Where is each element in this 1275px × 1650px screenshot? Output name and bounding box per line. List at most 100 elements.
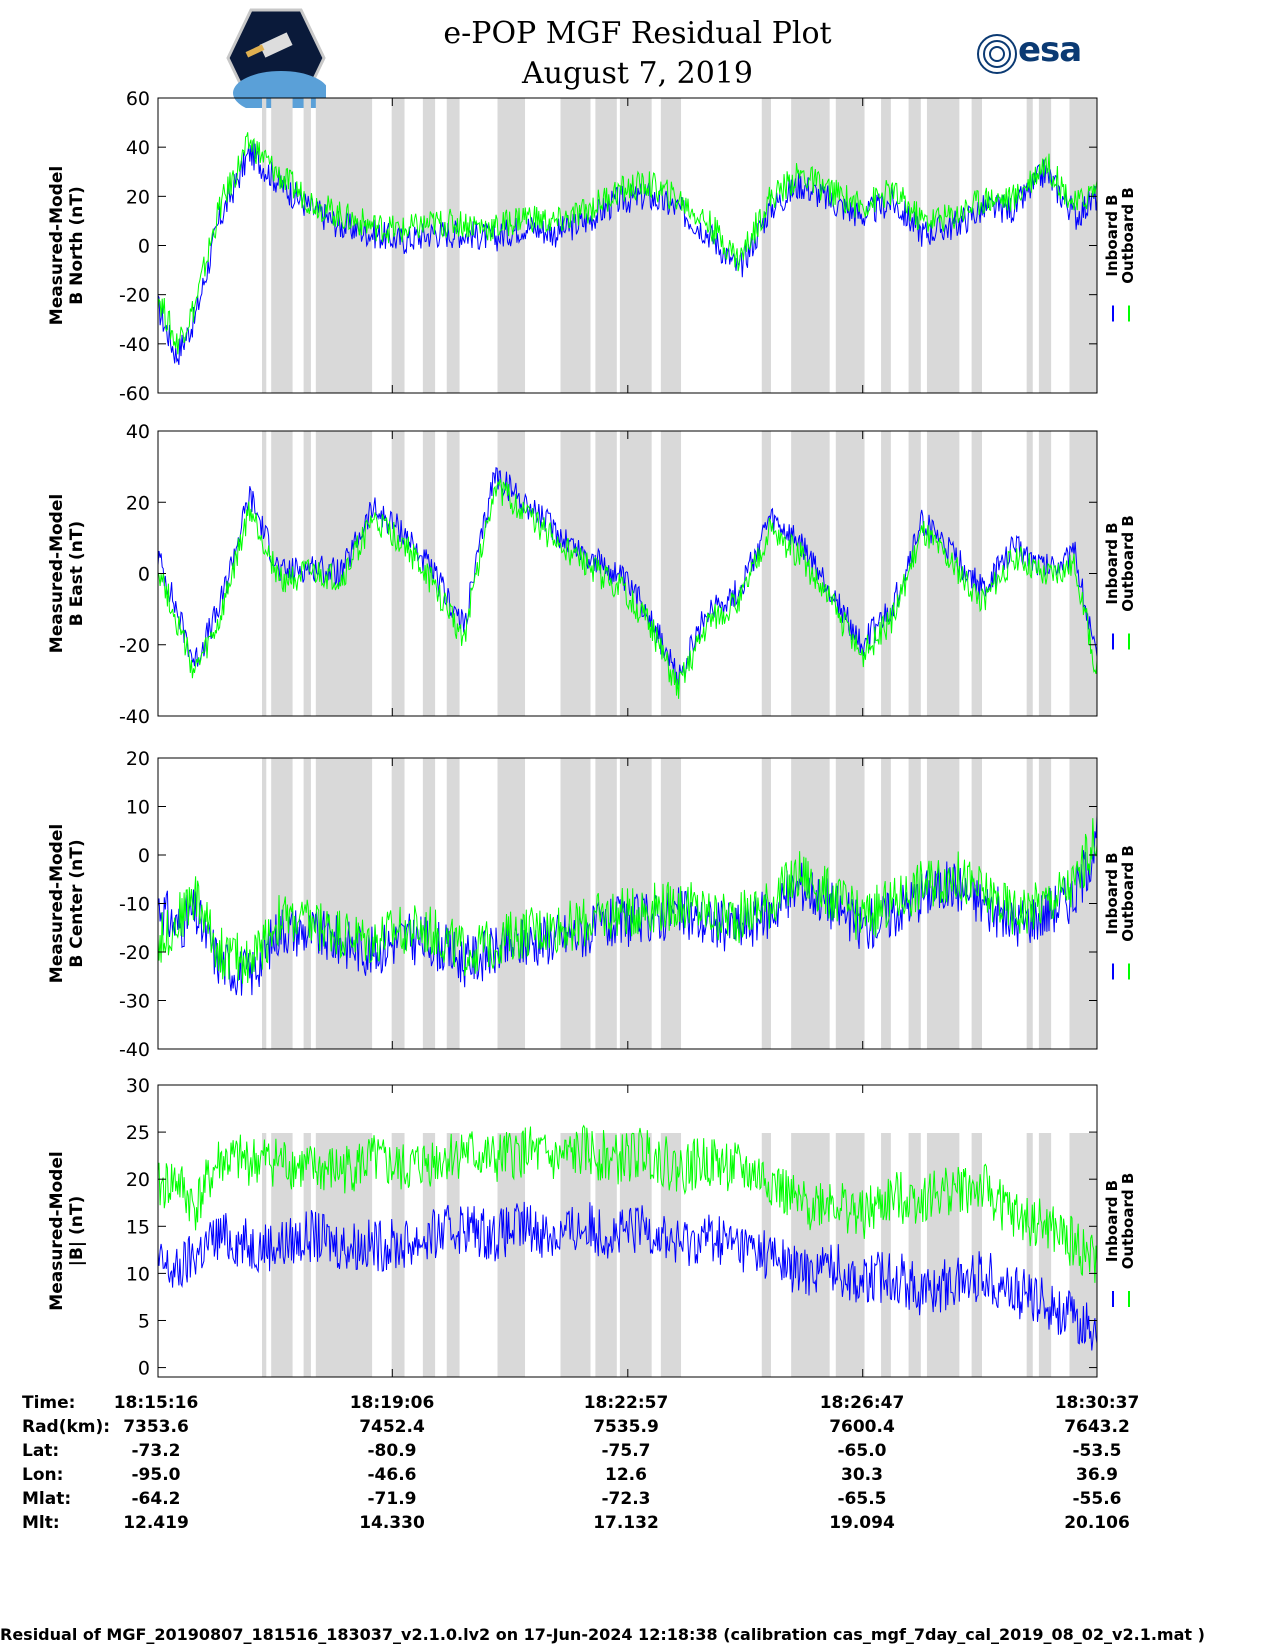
data-gap-band [271, 98, 293, 393]
data-gap-band [761, 1133, 771, 1377]
data-gap-band [303, 98, 311, 393]
y-tick-label: -30 [119, 991, 150, 1013]
y-axis-label: B East (nT) [67, 521, 87, 626]
legend-label: Inboard B [1103, 522, 1121, 604]
table-cell: 7643.2 [1064, 1417, 1130, 1437]
data-gap-band [619, 98, 652, 393]
table-cell: 17.132 [593, 1513, 659, 1533]
data-gap-band [761, 98, 771, 393]
series-line-outboard [157, 1124, 1098, 1283]
data-gap-band [271, 1133, 293, 1377]
table-cell: -65.0 [837, 1441, 887, 1461]
y-tick-label: 40 [126, 137, 150, 159]
data-gap-band [908, 431, 921, 716]
data-gap-band [908, 758, 921, 1049]
y-tick-label: 20 [126, 186, 150, 208]
y-tick-label: 40 [126, 421, 150, 443]
data-gap-band [926, 1133, 960, 1377]
data-gap-band [926, 98, 960, 393]
data-gap-band [971, 431, 982, 716]
series-line-inboard [157, 1201, 1098, 1351]
legend-label: Inboard B [1103, 194, 1121, 276]
data-gap-band [422, 758, 436, 1049]
table-cell: -75.7 [601, 1441, 651, 1461]
y-axis-label: Measured-Model [47, 166, 67, 325]
table-cell: 12.419 [123, 1513, 189, 1533]
data-gap-band [1026, 98, 1033, 393]
data-gap-band [391, 431, 405, 716]
data-gap-band [497, 431, 526, 716]
data-gap-band [835, 98, 865, 393]
y-tick-label: 0 [138, 845, 150, 867]
cassiope-logo [226, 8, 326, 108]
table-cell: 18:26:47 [819, 1393, 905, 1413]
data-gap-band [595, 98, 617, 393]
series-line-outboard [157, 478, 1098, 699]
table-cell: -73.2 [131, 1441, 181, 1461]
y-tick-label: 60 [126, 88, 150, 110]
data-gap-band [881, 98, 891, 393]
data-gap-band [446, 431, 460, 716]
data-gap-band [791, 98, 830, 393]
data-gap-band [595, 1133, 617, 1377]
table-cell: 18:15:16 [113, 1393, 199, 1413]
table-cell: -95.0 [131, 1465, 181, 1485]
y-tick-label: 0 [138, 1358, 150, 1380]
data-gap-band [791, 1133, 830, 1377]
data-gap-band [835, 1133, 865, 1377]
y-tick-label: -60 [119, 383, 150, 405]
table-cell: 7535.9 [593, 1417, 659, 1437]
table-cell: 36.9 [1076, 1465, 1118, 1485]
table-cell: -65.5 [837, 1489, 887, 1509]
data-gap-band [560, 758, 591, 1049]
legend-label: Outboard B [1119, 187, 1137, 284]
table-cell: 7452.4 [359, 1417, 425, 1437]
data-gap-band [908, 1133, 921, 1377]
data-gap-band [660, 431, 682, 716]
table-row-label: Mlat: [22, 1489, 72, 1509]
y-tick-label: 0 [138, 236, 150, 258]
y-tick-label: 20 [126, 492, 150, 514]
legend-label: Outboard B [1119, 845, 1137, 942]
footer-caption: Residual of MGF_20190807_181516_183037_v… [0, 1625, 1205, 1644]
data-gap-band [560, 1133, 591, 1377]
data-gap-band [497, 98, 526, 393]
table-cell: -64.2 [131, 1489, 181, 1509]
table-cell: -80.9 [367, 1441, 417, 1461]
data-gap-band [835, 431, 865, 716]
table-row-label: Rad(km): [22, 1417, 111, 1437]
data-gap-band [422, 431, 436, 716]
data-gap-band [315, 758, 373, 1049]
data-gap-band [261, 98, 267, 393]
y-tick-label: 10 [126, 1263, 150, 1285]
table-cell: -46.6 [367, 1465, 417, 1485]
data-gap-band [1038, 98, 1052, 393]
data-gap-band [315, 98, 373, 393]
table-row-label: Mlt: [22, 1513, 60, 1533]
table-cell: -71.9 [367, 1489, 417, 1509]
data-gap-band [560, 98, 591, 393]
table-cell: 18:19:06 [349, 1393, 435, 1413]
data-gap-band [261, 758, 267, 1049]
data-gap-band [261, 431, 267, 716]
table-row-label: Lat: [22, 1441, 60, 1461]
y-tick-label: -20 [119, 942, 150, 964]
esa-logo-text: esa [1018, 30, 1082, 70]
y-tick-label: 20 [126, 748, 150, 770]
data-gap-band [497, 758, 526, 1049]
y-tick-label: 5 [138, 1310, 150, 1332]
y-tick-label: -20 [119, 285, 150, 307]
data-gap-band [1038, 758, 1052, 1049]
table-cell: -53.5 [1072, 1441, 1122, 1461]
data-gap-band [303, 431, 311, 716]
data-gap-band [391, 98, 405, 393]
legend-label: Inboard B [1103, 852, 1121, 934]
y-tick-label: -40 [119, 706, 150, 728]
table-cell: 14.330 [359, 1513, 425, 1533]
table-cell: 18:30:37 [1054, 1393, 1140, 1413]
data-gap-band [619, 431, 652, 716]
data-gap-band [446, 758, 460, 1049]
data-gap-band [881, 1133, 891, 1377]
table-row-label: Time: [22, 1393, 76, 1413]
